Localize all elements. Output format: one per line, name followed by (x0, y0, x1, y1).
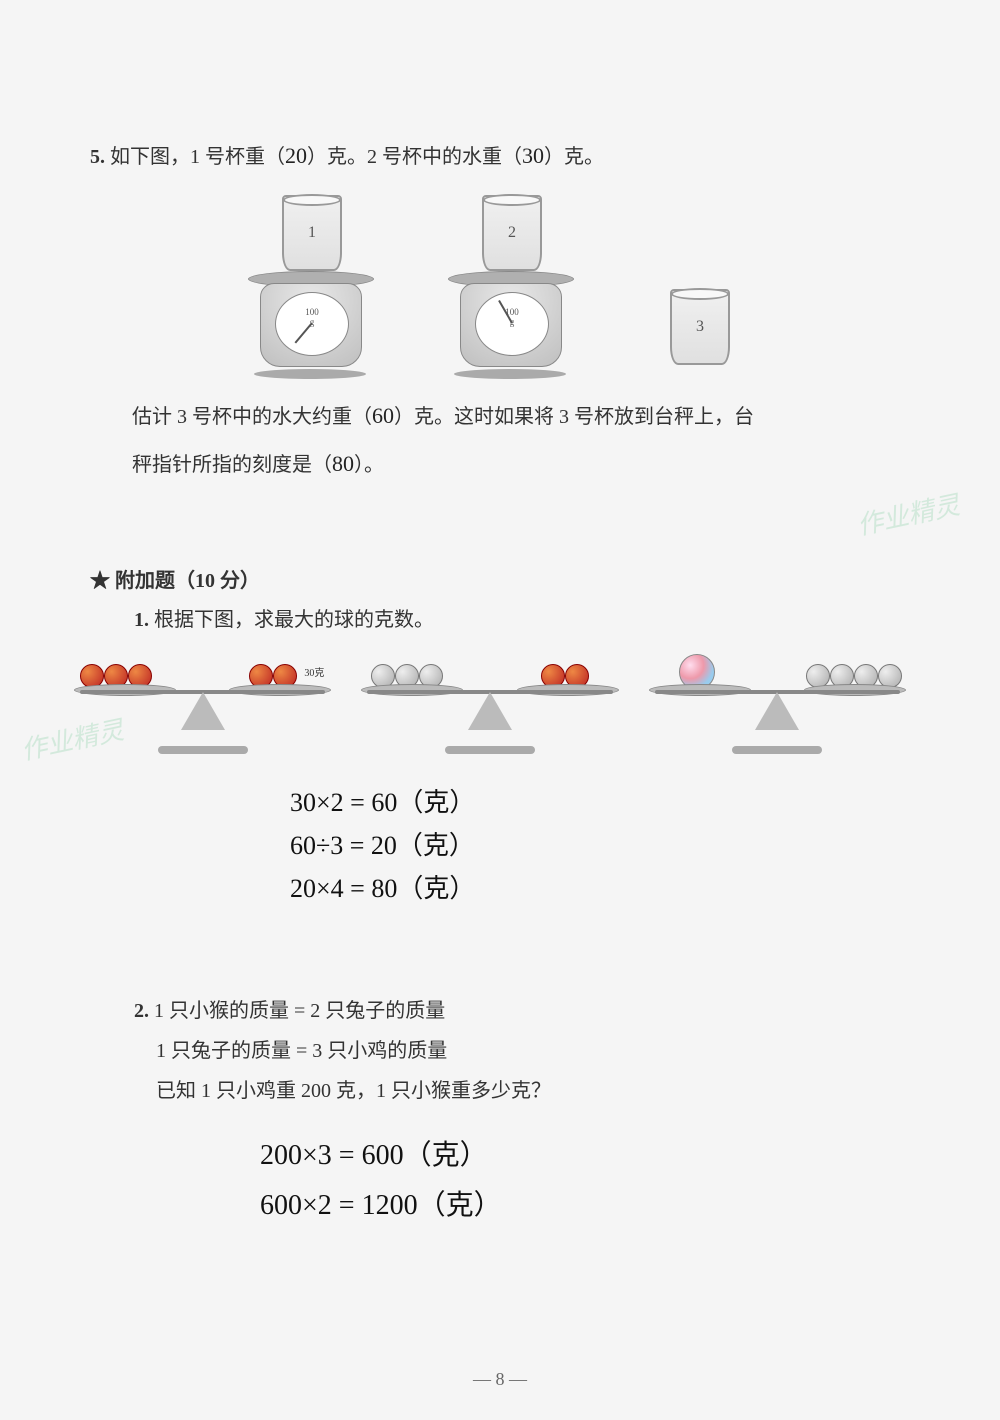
problem-5-line2-b: ）克。这时如果将 3 号杯放到台秤上，台 (394, 406, 754, 428)
problem-5-text-1: 如下图，1 号杯重（ (110, 146, 285, 168)
hw2-line-1: 200×3 = 600（克） (260, 1131, 910, 1181)
scale-1-dial: 100 g (275, 292, 349, 356)
extra-section: ★ 附加题（10 分） 1. 根据下图，求最大的球的克数。 30克 (90, 564, 910, 1231)
balance-2-base (445, 746, 535, 754)
scale-1-base (254, 369, 366, 379)
balance-3 (645, 662, 910, 772)
problem-5-number: 5. (90, 146, 105, 168)
problem-5-line3-b: ）。 (354, 454, 384, 476)
cup-2: 2 (482, 195, 542, 271)
balance-1-pivot (181, 692, 225, 730)
problem-5-text-2: ）克。2 号杯中的水重（ (307, 146, 522, 168)
hw1-line-3: 20×4 = 80（克） (290, 868, 910, 911)
balance-2 (357, 662, 622, 772)
balance-2-pivot (468, 692, 512, 730)
balance-3-pivot (755, 692, 799, 730)
extra-q1-number: 1. (134, 609, 149, 631)
balance-scales-row: 30克 (70, 662, 910, 772)
page-number: — 8 — (0, 1369, 1000, 1390)
hw1-line-1: 30×2 = 60（克） (290, 782, 910, 825)
cup-3: 3 (670, 289, 730, 365)
extra-q2: 2. 1 只小猴的质量 = 2 只兔子的质量 1 只兔子的质量 = 3 只小鸡的… (134, 991, 910, 1111)
watermark-top-right: 作业精灵 (853, 485, 962, 543)
balance-3-base (732, 746, 822, 754)
scale-1: 1 100 g (230, 195, 390, 375)
cup-3-container: 3 (630, 255, 770, 375)
problem-5-line2: 估计 3 号杯中的水大约重（60）克。这时如果将 3 号杯放到台秤上，台 (132, 395, 910, 437)
extra-q1-text: 根据下图，求最大的球的克数。 (154, 609, 434, 631)
extra-q2-line-1: 1 只小猴的质量 = 2 只兔子的质量 (154, 1000, 445, 1022)
balance-1-base (158, 746, 248, 754)
cup-1: 1 (282, 195, 342, 271)
problem-5-answer-1: 20 (285, 143, 307, 168)
scale-2: 2 100 g (430, 195, 590, 375)
scale-2-base (454, 369, 566, 379)
problem-5-line3: 秤指针所指的刻度是（80）。 (132, 443, 910, 485)
problem-5-text-3: ）克。 (544, 146, 604, 168)
problem-5-answer-4: 80 (332, 451, 354, 476)
scale-2-dial: 100 g (475, 292, 549, 356)
extra-q2-line-3: 已知 1 只小鸡重 200 克，1 只小猴重多少克？ (156, 1071, 910, 1111)
extra-q2-working: 200×3 = 600（克） 600×2 = 1200（克） (260, 1131, 910, 1232)
scale-2-dial-label: 100 g (476, 307, 548, 327)
problem-5-answer-2: 30 (522, 143, 544, 168)
extra-q2-line-2: 1 只兔子的质量 = 3 只小鸡的质量 (156, 1031, 910, 1071)
worksheet-page: 作业精灵 作业精灵 5. 如下图，1 号杯重（20）克。2 号杯中的水重（30）… (0, 0, 1000, 1272)
hw1-line-2: 60÷3 = 20（克） (290, 825, 910, 868)
hw2-line-2: 600×2 = 1200（克） (260, 1181, 910, 1231)
extra-q1: 1. 根据下图，求最大的球的克数。 (134, 603, 910, 632)
balance-1-weight-label: 30克 (299, 664, 329, 684)
scale-1-body: 100 g (260, 283, 362, 367)
balance-1: 30克 (70, 662, 335, 772)
extra-heading: ★ 附加题（10 分） (90, 564, 910, 593)
extra-q1-working: 30×2 = 60（克） 60÷3 = 20（克） 20×4 = 80（克） (290, 782, 910, 911)
problem-5-line3-a: 秤指针所指的刻度是（ (132, 454, 332, 476)
extra-q2-number: 2. (134, 1000, 149, 1022)
problem-5-line2-a: 估计 3 号杯中的水大约重（ (132, 406, 372, 428)
problem-5-answer-3: 60 (372, 403, 394, 428)
problem-5: 5. 如下图，1 号杯重（20）克。2 号杯中的水重（30）克。 (90, 135, 910, 177)
scales-illustration: 1 100 g 2 100 g (90, 195, 910, 375)
scale-2-body: 100 g (460, 283, 562, 367)
